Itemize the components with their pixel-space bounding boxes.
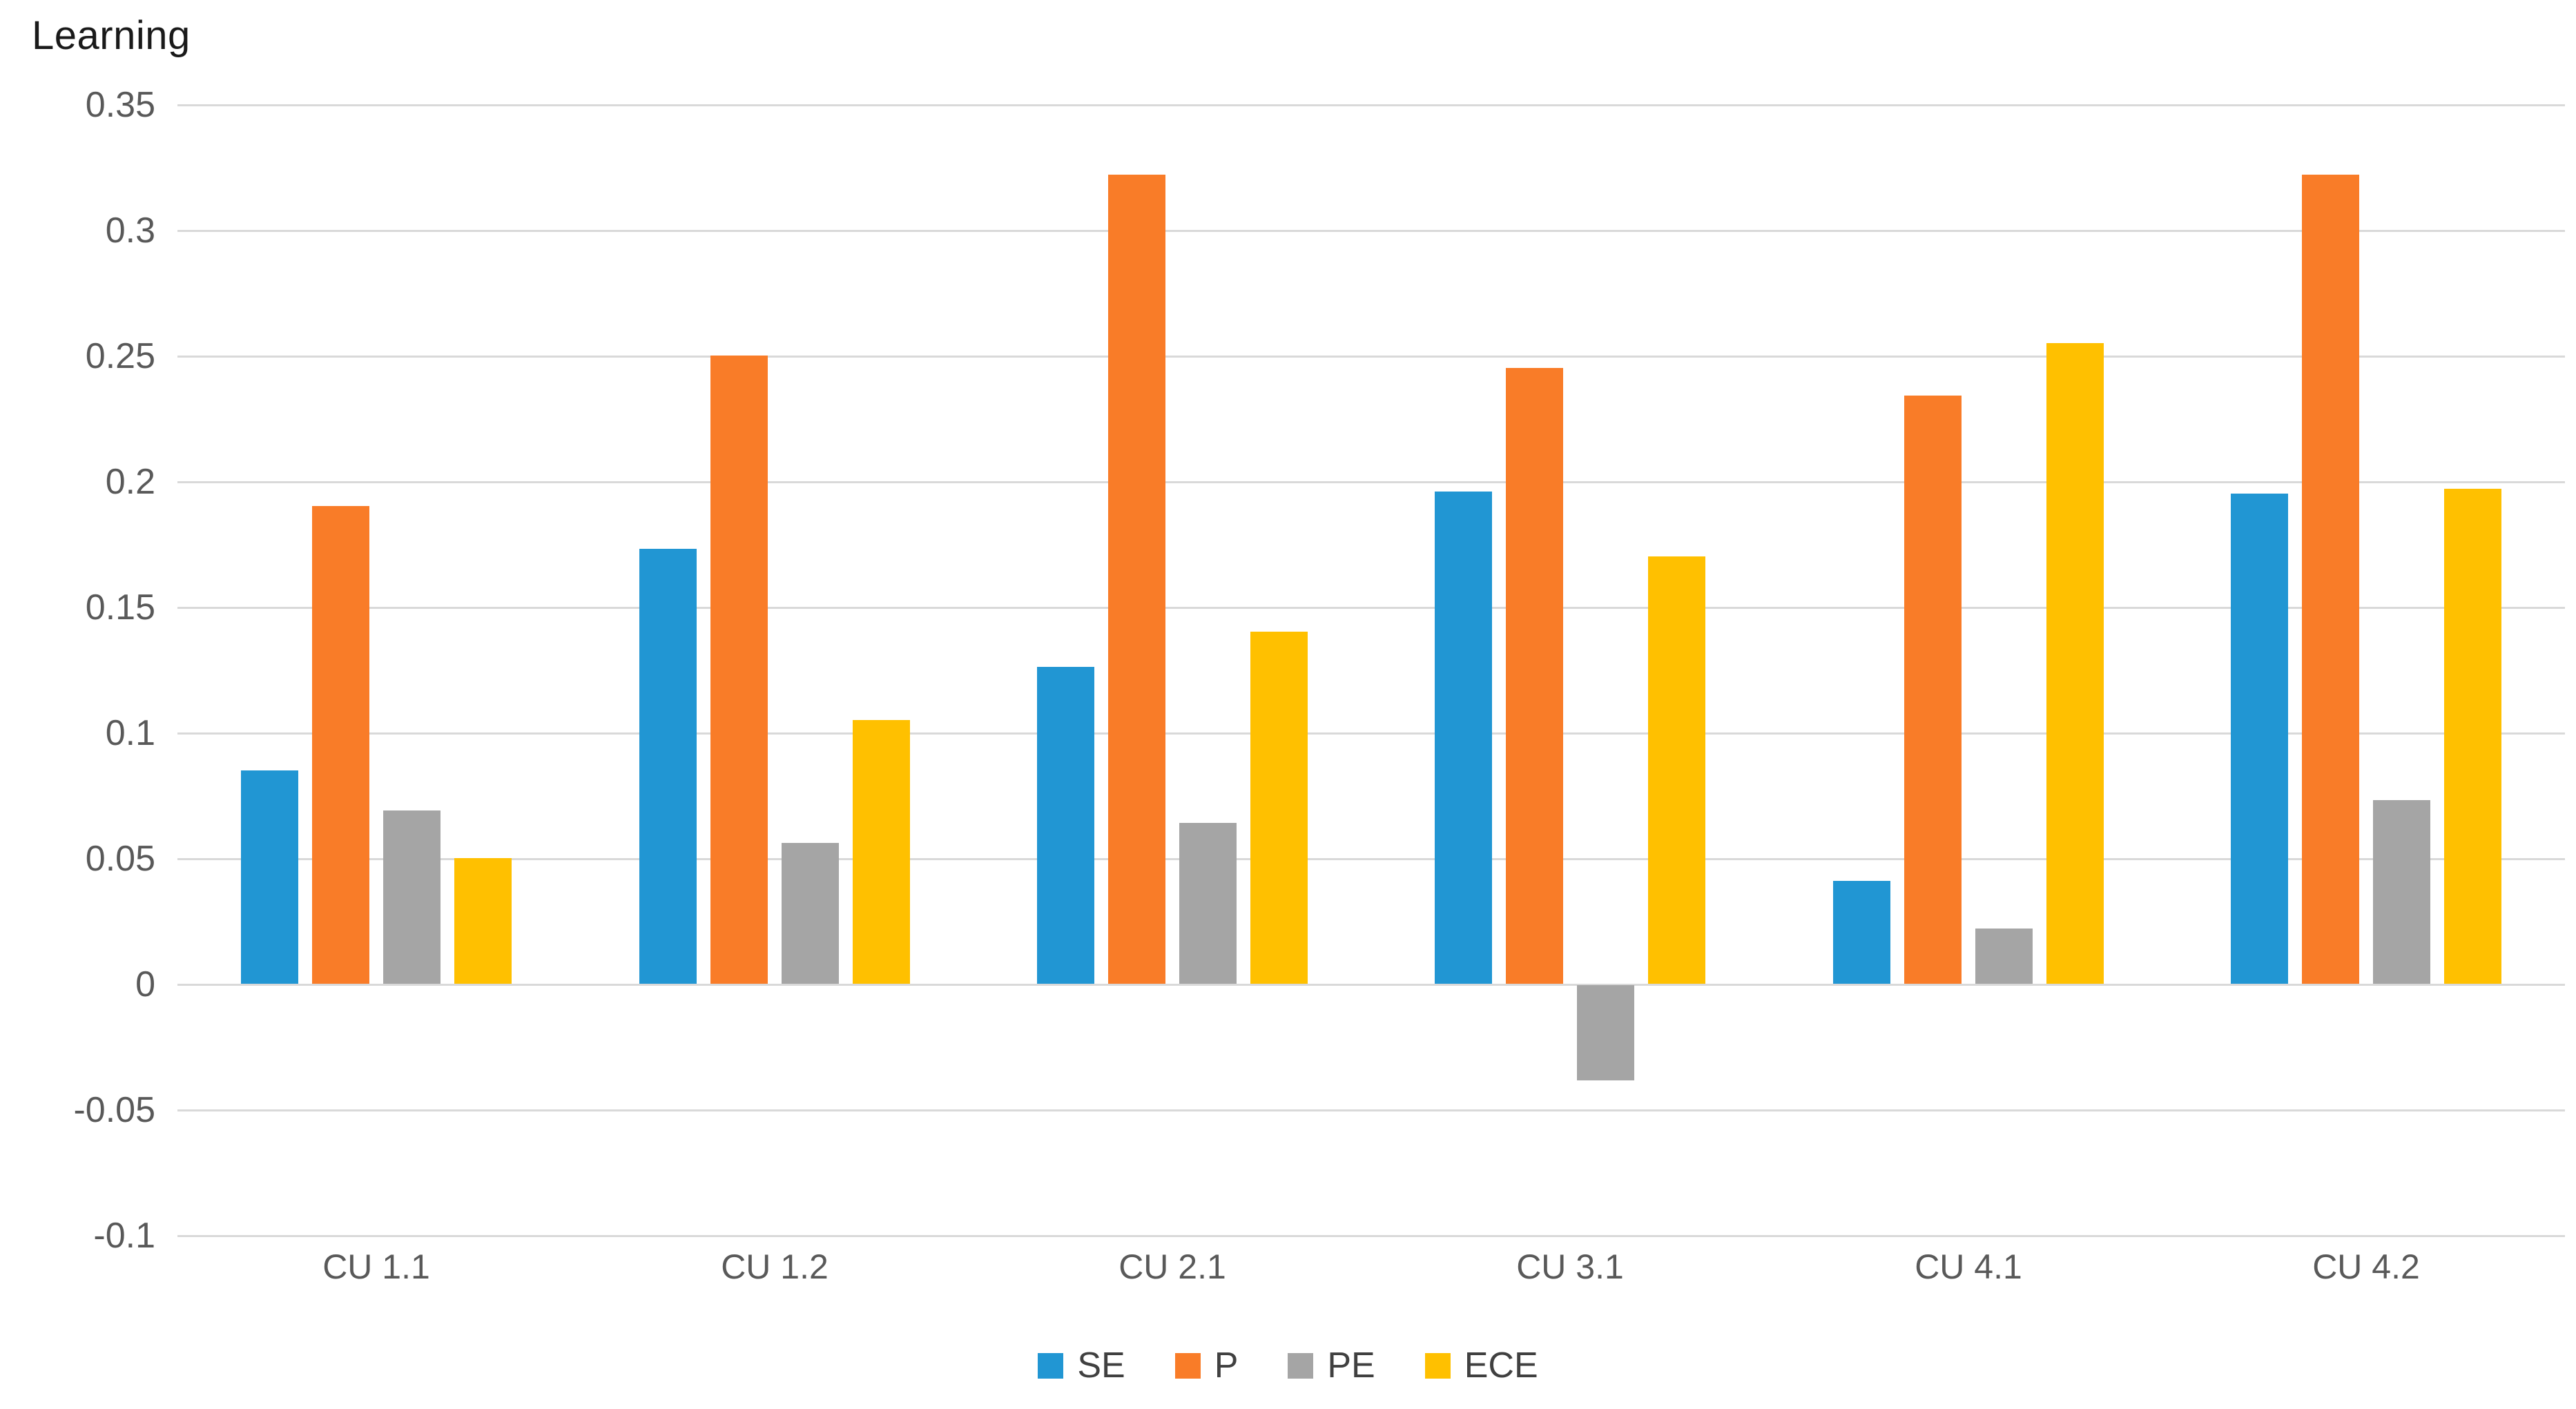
bar-ECE-CU1.1: [454, 858, 512, 984]
bar-ECE-CU4.2: [2444, 489, 2501, 984]
legend-swatch-ECE: [1424, 1352, 1451, 1379]
chart-title: Learning: [32, 13, 191, 58]
legend-item-SE: SE: [1038, 1345, 1125, 1386]
y-tick-label-0.05: 0.05: [85, 839, 155, 879]
bar-PE-CU2.1: [1179, 823, 1237, 984]
y-tick-label-0.35: 0.35: [85, 85, 155, 125]
gridline-0.3: [177, 230, 2565, 232]
y-tick-label-0.3: 0.3: [105, 211, 155, 251]
x-category-label-CU1.2: CU 1.2: [721, 1247, 829, 1286]
legend-label-P: P: [1214, 1345, 1239, 1386]
gridline-0.2: [177, 481, 2565, 483]
x-category-label-CU2.1: CU 2.1: [1118, 1247, 1226, 1286]
y-tick-label--0.05: -0.05: [73, 1090, 155, 1130]
bar-P-CU4.1: [1904, 396, 1962, 984]
legend-item-PE: PE: [1288, 1345, 1375, 1386]
bar-ECE-CU4.1: [2046, 343, 2104, 984]
bar-P-CU1.1: [312, 506, 369, 984]
bar-SE-CU3.1: [1435, 492, 1492, 984]
x-category-label-CU4.2: CU 4.2: [2312, 1247, 2420, 1286]
y-tick-label-0.15: 0.15: [85, 587, 155, 628]
bar-PE-CU4.2: [2373, 800, 2430, 984]
gridline-0.25: [177, 356, 2565, 358]
bar-PE-CU4.1: [1975, 929, 2033, 984]
bar-P-CU4.2: [2302, 175, 2359, 984]
gridline-0.15: [177, 607, 2565, 609]
bar-ECE-CU3.1: [1648, 556, 1705, 984]
bar-ECE-CU1.2: [853, 720, 910, 984]
bar-P-CU2.1: [1108, 175, 1165, 984]
bar-P-CU1.2: [710, 356, 768, 984]
legend-item-ECE: ECE: [1424, 1345, 1538, 1386]
gridline--0.05: [177, 1109, 2565, 1111]
bar-P-CU3.1: [1506, 368, 1563, 984]
legend-label-PE: PE: [1327, 1345, 1375, 1386]
x-category-label-CU3.1: CU 3.1: [1516, 1247, 1624, 1286]
bar-SE-CU2.1: [1037, 667, 1094, 984]
bar-PE-CU1.2: [782, 843, 839, 984]
gridline--0.1: [177, 1235, 2565, 1237]
y-tick-label-0.25: 0.25: [85, 336, 155, 376]
gridline-0.05: [177, 858, 2565, 860]
bar-PE-CU1.1: [383, 810, 440, 984]
y-tick-label-0: 0: [135, 964, 155, 1004]
legend-swatch-SE: [1038, 1352, 1064, 1379]
legend-item-P: P: [1174, 1345, 1239, 1386]
legend-label-SE: SE: [1077, 1345, 1125, 1386]
y-tick-label--0.1: -0.1: [93, 1216, 155, 1256]
bar-SE-CU1.1: [241, 770, 298, 984]
legend-swatch-P: [1174, 1352, 1201, 1379]
legend-swatch-PE: [1288, 1352, 1314, 1379]
y-tick-label-0.1: 0.1: [105, 713, 155, 753]
y-tick-label-0.2: 0.2: [105, 462, 155, 502]
legend-label-ECE: ECE: [1464, 1345, 1538, 1386]
gridline-0: [177, 984, 2565, 986]
bar-ECE-CU2.1: [1250, 632, 1308, 984]
bar-PE-CU3.1: [1577, 985, 1634, 1080]
gridline-0.35: [177, 104, 2565, 106]
x-category-label-CU4.1: CU 4.1: [1915, 1247, 2022, 1286]
bar-SE-CU4.1: [1833, 881, 1890, 984]
bar-SE-CU4.2: [2231, 494, 2288, 984]
legend: SE P PE ECE: [0, 1345, 2576, 1386]
bar-SE-CU1.2: [639, 549, 697, 984]
gridline-0.1: [177, 732, 2565, 735]
x-category-label-CU1.1: CU 1.1: [322, 1247, 430, 1286]
